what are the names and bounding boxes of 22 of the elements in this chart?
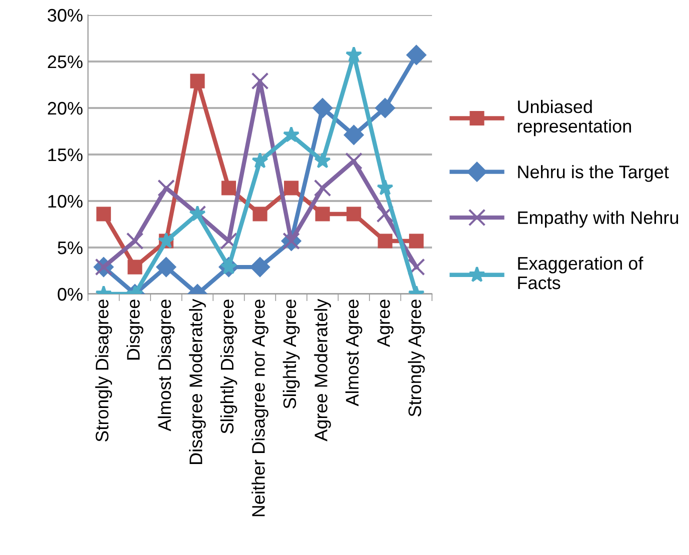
x-tick-label: Disagree Moderately <box>189 298 206 464</box>
y-tick-label: 5% <box>58 242 82 254</box>
y-tick-label: 10% <box>48 194 82 208</box>
x-tick-label: Strongly Agree <box>408 300 425 416</box>
legend-label: Exaggeration of Facts <box>518 256 644 290</box>
y-tick-label: 15% <box>48 148 82 162</box>
legend-label: Nehru is the Target <box>518 165 669 182</box>
x-tick-label: Almost Agree <box>345 300 362 406</box>
x-tick-label: Neither Disagree nor Agree <box>252 300 268 516</box>
y-tick-label: 25% <box>48 55 82 68</box>
y-tick-label: 0% <box>58 288 82 301</box>
x-tick-label: Almost Disagree <box>158 300 175 432</box>
legend-label: Unbiased representation <box>518 100 631 136</box>
y-tick-label: 20% <box>48 102 82 115</box>
y-tick-label: 30% <box>48 8 82 22</box>
x-tick-label: Slightly Agree <box>282 300 300 408</box>
x-tick-label: Disgree <box>126 300 144 360</box>
x-tick-label: Agree <box>377 300 394 347</box>
x-tick-label: Agree Moderately <box>314 298 331 442</box>
legend-label: Empathy with Nehru <box>518 210 678 228</box>
x-tick-label: Strongly Disagree <box>95 300 112 442</box>
x-tick-label: Slightly Disagree <box>220 300 238 434</box>
